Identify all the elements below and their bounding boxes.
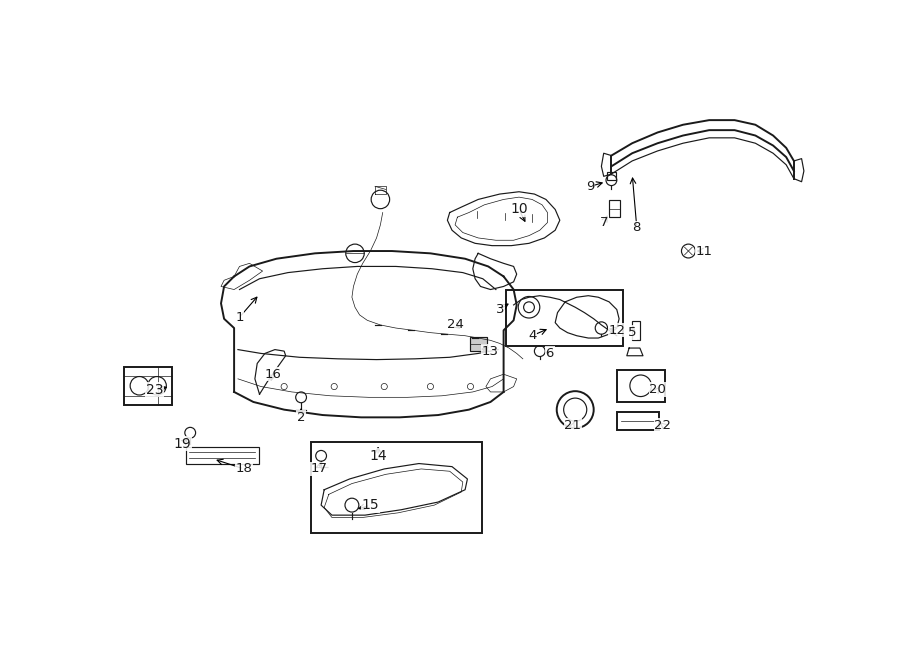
Text: 17: 17	[310, 463, 328, 475]
Text: 23: 23	[146, 383, 164, 397]
Text: 1: 1	[235, 311, 244, 324]
Text: 5: 5	[628, 326, 636, 339]
Bar	[185, 447, 258, 463]
Text: 24: 24	[446, 319, 464, 331]
Text: 20: 20	[649, 383, 666, 396]
Bar	[616, 412, 659, 430]
Text: 16: 16	[265, 368, 281, 381]
Text: 7: 7	[599, 216, 608, 229]
Bar	[124, 367, 172, 405]
Bar	[616, 369, 664, 402]
Text: 9: 9	[587, 180, 595, 193]
Text: 22: 22	[654, 418, 671, 432]
Text: 6: 6	[545, 347, 554, 360]
Text: 15: 15	[362, 498, 379, 512]
Text: 8: 8	[633, 221, 641, 235]
Bar	[506, 290, 623, 346]
Text: 3: 3	[496, 303, 504, 316]
Text: 4: 4	[528, 329, 536, 342]
Text: 10: 10	[510, 202, 527, 216]
Text: 2: 2	[297, 411, 305, 424]
Text: 18: 18	[236, 463, 253, 475]
Text: 14: 14	[369, 449, 387, 463]
Bar	[311, 442, 482, 533]
Text: 13: 13	[482, 344, 499, 358]
Text: 12: 12	[608, 324, 626, 337]
Text: 19: 19	[174, 436, 192, 451]
Bar	[632, 321, 640, 340]
Bar	[608, 173, 616, 180]
Bar	[609, 200, 620, 217]
Text: 11: 11	[696, 245, 712, 258]
Bar	[471, 337, 488, 351]
Text: 21: 21	[564, 418, 581, 432]
